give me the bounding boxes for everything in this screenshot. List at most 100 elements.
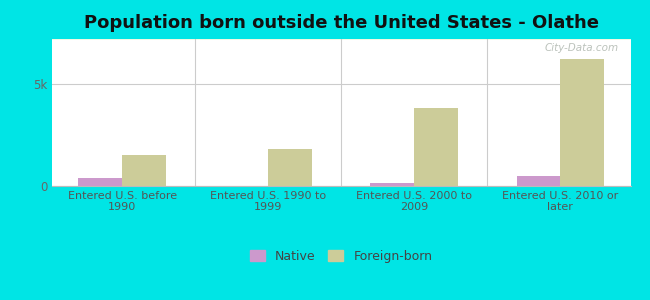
Bar (52, 39, 630, 40)
Bar (52, 39, 630, 40)
Bar (52, 39, 630, 40)
Bar (52, 39, 630, 40)
Bar (52, 39, 630, 40)
Bar (52, 39, 630, 40)
Bar (52, 39, 630, 40)
Bar (52, 39, 630, 40)
Bar (52, 39, 630, 40)
Bar (52, 39, 630, 40)
Bar (52, 39, 630, 40)
Bar (52, 39, 630, 40)
Bar (52, 39, 630, 40)
Bar (52, 39, 630, 40)
Bar (52, 39, 630, 40)
Bar (52, 39, 630, 40)
Bar (52, 39, 630, 40)
Bar (52, 39, 630, 40)
Bar (52, 39, 630, 40)
Bar (370, 183, 414, 186)
Bar (52, 39, 630, 40)
Bar (52, 39, 630, 40)
Bar (52, 39, 630, 40)
Bar (52, 39, 630, 40)
Bar (52, 39, 630, 40)
Bar (52, 39, 630, 40)
Bar (52, 39, 630, 40)
Bar (52, 39, 630, 40)
Bar (52, 39, 630, 40)
Bar (52, 39, 630, 40)
Bar (52, 39, 630, 40)
Bar (52, 39, 630, 40)
Bar (52, 39, 630, 40)
Bar (52, 39, 630, 40)
Bar (52, 39, 630, 40)
Bar (52, 39, 630, 40)
Bar (52, 39, 630, 40)
Bar (52, 39, 630, 40)
Bar (52, 39, 630, 40)
Bar (52, 39, 630, 40)
Bar (52, 39, 630, 40)
Bar (52, 39, 630, 40)
Bar (52, 39, 630, 40)
Bar (52, 39, 630, 40)
Bar (52, 39, 630, 40)
Bar (52, 39, 630, 40)
Bar (52, 39, 630, 40)
Bar (52, 39, 630, 40)
Bar (414, 108, 458, 186)
Bar (52, 39, 630, 40)
Title: Population born outside the United States - Olathe: Population born outside the United State… (84, 14, 599, 32)
Bar (52, 39, 630, 40)
Bar (52, 39, 630, 40)
Bar (52, 39, 630, 40)
Bar (52, 39, 630, 40)
Bar (52, 39, 630, 40)
Bar (52, 39, 630, 40)
Bar (52, 39, 630, 40)
Bar (52, 39, 630, 40)
Bar (78, 178, 122, 186)
Bar (52, 39, 630, 40)
Bar (52, 39, 630, 40)
Legend: Native, Foreign-born: Native, Foreign-born (245, 245, 437, 268)
Bar (52, 39, 630, 40)
Bar (52, 39, 630, 40)
Bar (52, 39, 630, 40)
Bar (52, 39, 630, 40)
Text: City-Data.com: City-Data.com (545, 44, 619, 53)
Bar (52, 39, 630, 40)
Bar (52, 39, 630, 40)
Bar (52, 39, 630, 40)
Bar (52, 39, 630, 40)
Bar (52, 39, 630, 40)
Bar (52, 39, 630, 40)
Bar (52, 39, 630, 40)
Bar (52, 39, 630, 40)
Bar (52, 39, 630, 40)
Bar (52, 39, 630, 40)
Bar (52, 39, 630, 40)
Bar (52, 39, 630, 40)
Bar (52, 39, 630, 40)
Bar (52, 39, 630, 40)
Bar (52, 39, 630, 40)
Bar (52, 39, 630, 40)
Bar (52, 39, 630, 40)
Bar (52, 39, 630, 40)
Bar (52, 39, 630, 40)
Bar (52, 39, 630, 40)
Bar (52, 39, 630, 40)
Bar (52, 39, 630, 40)
Bar (560, 59, 604, 186)
Bar (517, 176, 560, 186)
Bar (52, 39, 630, 40)
Bar (52, 39, 630, 40)
Bar (52, 39, 630, 40)
Bar (52, 39, 630, 40)
Bar (52, 39, 630, 40)
Bar (52, 39, 630, 40)
Bar (52, 39, 630, 40)
Bar (52, 39, 630, 40)
